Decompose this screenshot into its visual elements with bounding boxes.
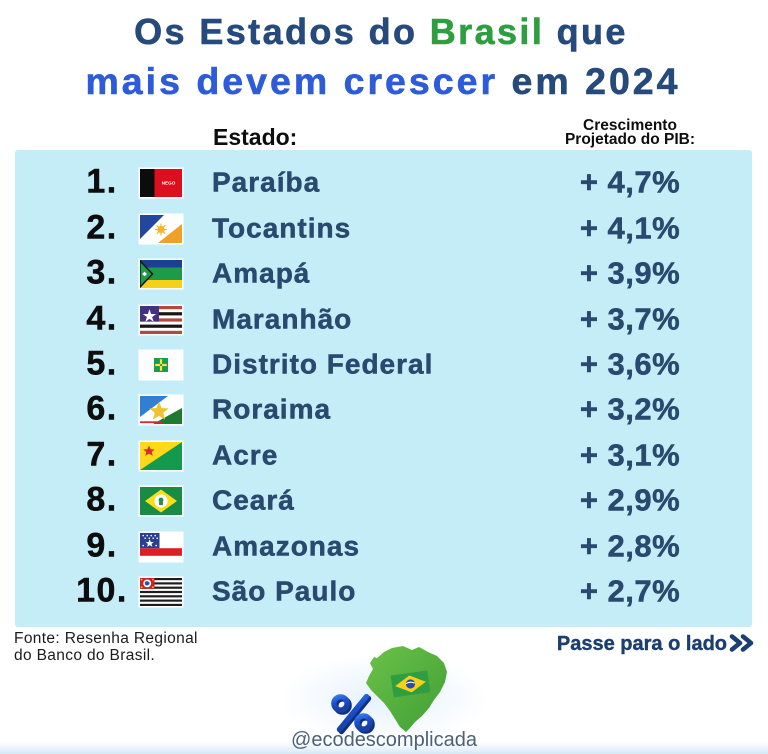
svg-text:NEGO: NEGO	[162, 181, 176, 186]
